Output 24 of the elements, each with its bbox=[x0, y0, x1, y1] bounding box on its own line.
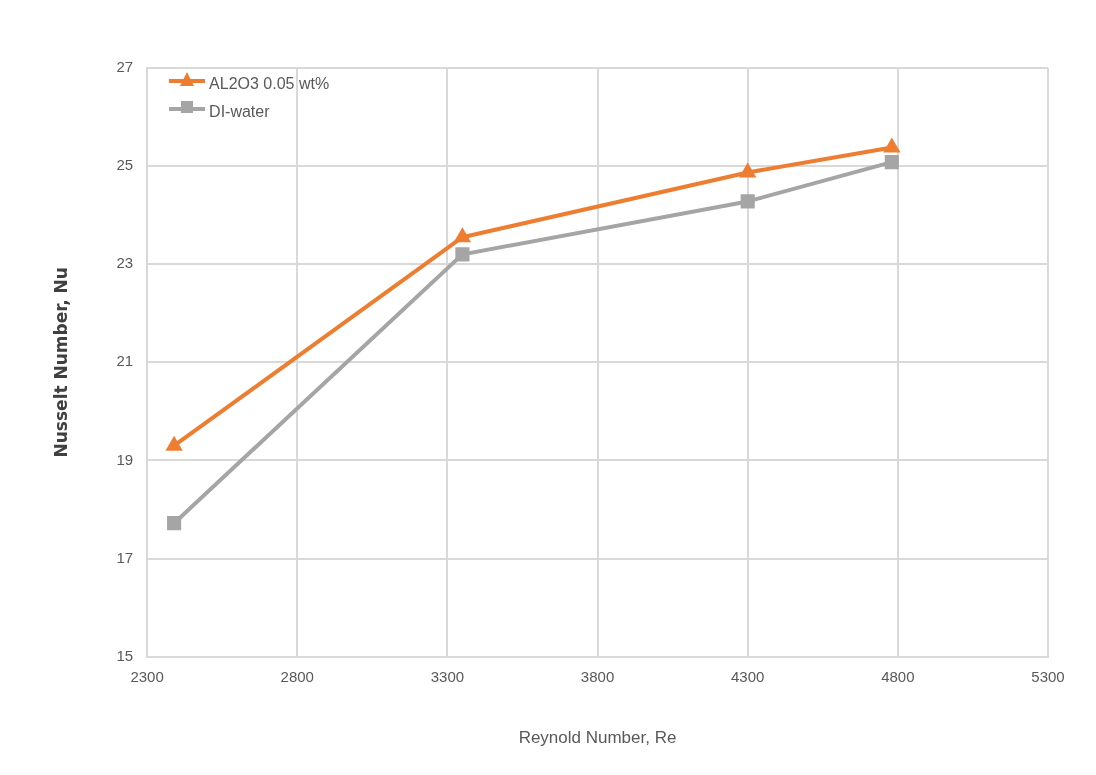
x-tick-label: 4800 bbox=[881, 667, 915, 685]
y-axis-title: Nusselt Number, Nu bbox=[50, 267, 71, 458]
point bbox=[883, 137, 901, 153]
x-axis-title: Reynold Number, Re bbox=[518, 728, 677, 748]
x-tick-label: 5300 bbox=[1031, 667, 1065, 685]
x-tick-label: 3800 bbox=[580, 667, 615, 685]
point bbox=[455, 247, 470, 262]
y-tick-label: 17 bbox=[116, 548, 134, 566]
x-tick-label: 2300 bbox=[130, 667, 164, 685]
legend-label: AL2O3 0.05 wt% bbox=[209, 74, 330, 94]
point bbox=[740, 194, 755, 209]
x-tick-label: 2800 bbox=[280, 667, 314, 685]
point bbox=[739, 162, 757, 178]
point bbox=[167, 516, 182, 531]
y-tick-label: 23 bbox=[116, 254, 134, 272]
y-tick-label: 19 bbox=[116, 450, 134, 468]
y-tick-label: 27 bbox=[116, 58, 134, 76]
y-tick-label: 21 bbox=[116, 352, 134, 370]
x-tick-label: 3300 bbox=[430, 667, 465, 685]
legend-label: DI-water bbox=[209, 102, 270, 122]
y-tick-label: 25 bbox=[116, 156, 134, 174]
y-tick-label: 15 bbox=[116, 646, 134, 664]
x-tick-label: 4300 bbox=[731, 667, 765, 685]
point bbox=[453, 227, 472, 243]
